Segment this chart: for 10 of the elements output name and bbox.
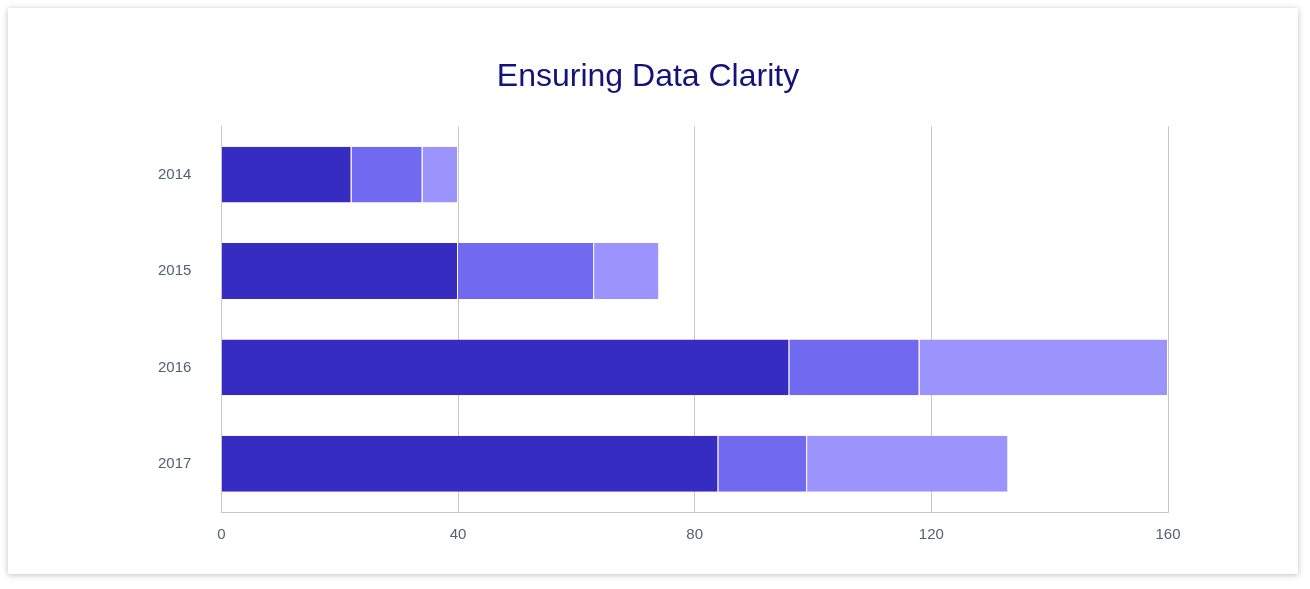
- x-tick-label: 120: [918, 525, 944, 543]
- y-tick-label: 2014: [157, 164, 192, 182]
- y-tick-label: 2017: [157, 453, 192, 471]
- y-tick-label: 2015: [157, 261, 192, 279]
- x-tick-label: 80: [686, 525, 704, 543]
- y-tick-label: 2016: [157, 357, 192, 375]
- x-tick-label: 160: [1155, 525, 1181, 543]
- x-tick-label: 0: [217, 525, 226, 543]
- chart-title: Ensuring Data Clarity: [496, 57, 800, 94]
- x-tick-label: 40: [449, 525, 467, 543]
